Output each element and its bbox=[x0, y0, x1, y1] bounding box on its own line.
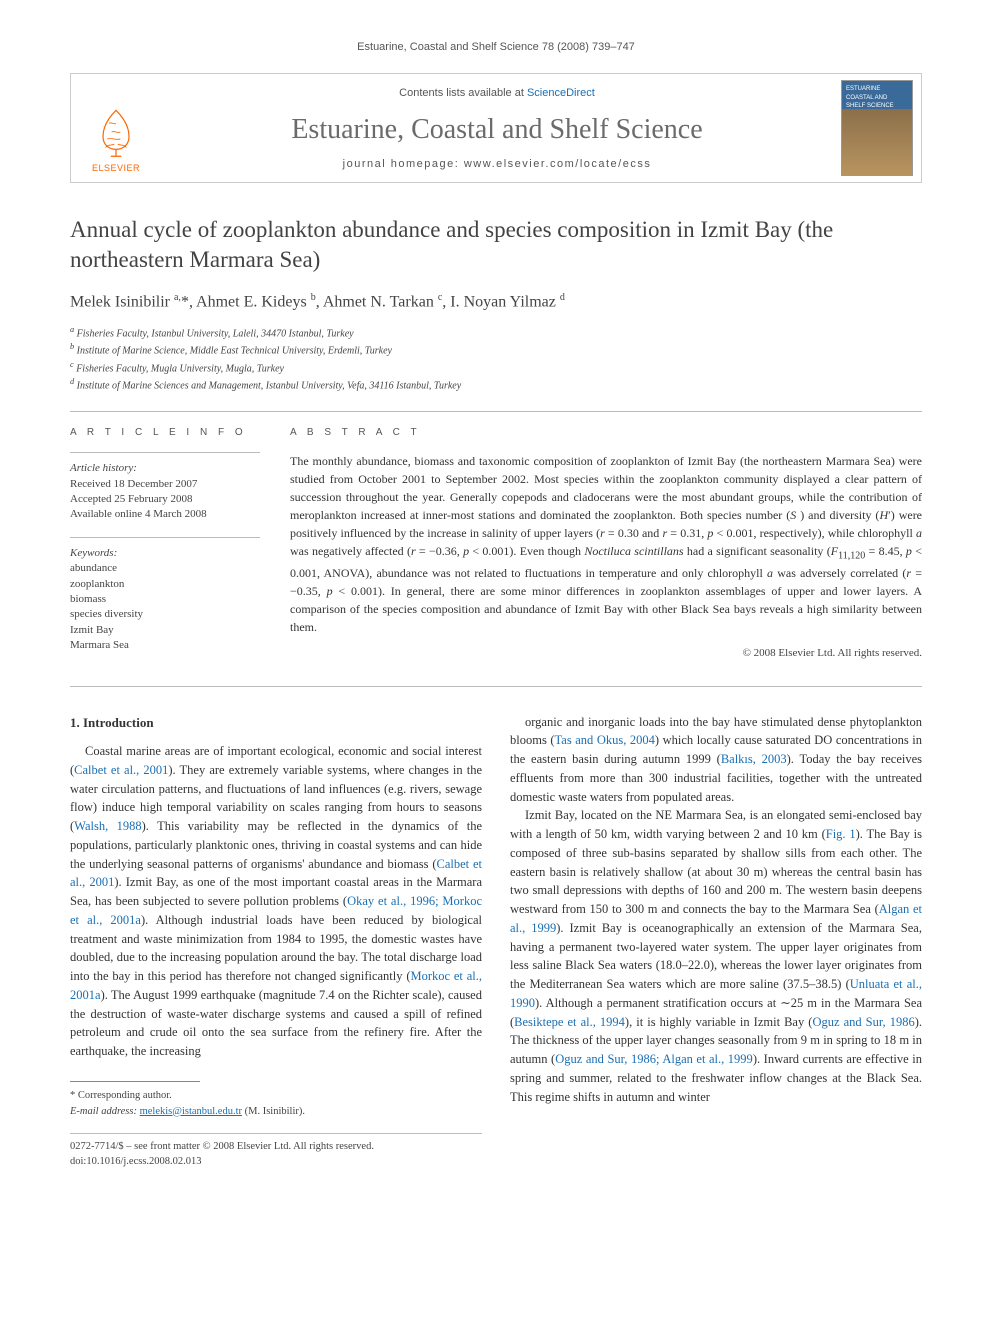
sciencedirect-link[interactable]: ScienceDirect bbox=[527, 87, 595, 99]
history-line: Available online 4 March 2008 bbox=[70, 507, 260, 522]
affiliation: c Fisheries Faculty, Mugla University, M… bbox=[70, 359, 922, 376]
journal-masthead: ELSEVIER Contents lists available at Sci… bbox=[70, 73, 922, 183]
history-label: Article history: bbox=[70, 461, 260, 476]
abstract-copyright: © 2008 Elsevier Ltd. All rights reserved… bbox=[290, 646, 922, 661]
abstract-heading: A B S T R A C T bbox=[290, 426, 922, 440]
article-history: Article history: Received 18 December 20… bbox=[70, 461, 260, 523]
corresponding-email[interactable]: melekis@istanbul.edu.tr bbox=[140, 1106, 242, 1117]
keywords-block: Keywords: abundancezooplanktonbiomassspe… bbox=[70, 546, 260, 654]
history-line: Received 18 December 2007 bbox=[70, 477, 260, 492]
article-info-column: A R T I C L E I N F O Article history: R… bbox=[70, 426, 260, 667]
doi-block: 0272-7714/$ – see front matter © 2008 El… bbox=[70, 1133, 482, 1169]
abstract-column: A B S T R A C T The monthly abundance, b… bbox=[290, 426, 922, 667]
journal-name: Estuarine, Coastal and Shelf Science bbox=[171, 110, 823, 149]
section-heading: 1. Introduction bbox=[70, 713, 482, 733]
info-abstract-row: A R T I C L E I N F O Article history: R… bbox=[70, 412, 922, 685]
footnote-divider bbox=[70, 1081, 200, 1082]
info-rule-2 bbox=[70, 537, 260, 538]
homepage-line: journal homepage: www.elsevier.com/locat… bbox=[171, 157, 823, 172]
article-info-heading: A R T I C L E I N F O bbox=[70, 426, 260, 440]
keyword: abundance bbox=[70, 561, 260, 576]
running-head: Estuarine, Coastal and Shelf Science 78 … bbox=[70, 40, 922, 55]
body-paragraph: Coastal marine areas are of important ec… bbox=[70, 742, 482, 1061]
doi-line: doi:10.1016/j.ecss.2008.02.013 bbox=[70, 1155, 482, 1170]
page: Estuarine, Coastal and Shelf Science 78 … bbox=[0, 0, 992, 1220]
contents-prefix: Contents lists available at bbox=[399, 87, 527, 99]
keyword: biomass bbox=[70, 592, 260, 607]
cover-block: ESTUARINE COASTAL AND SHELF SCIENCE bbox=[833, 74, 921, 182]
body-columns: 1. Introduction Coastal marine areas are… bbox=[70, 713, 922, 1170]
email-label: E-mail address: bbox=[70, 1106, 137, 1117]
contents-line: Contents lists available at ScienceDirec… bbox=[171, 86, 823, 101]
masthead-center: Contents lists available at ScienceDirec… bbox=[161, 74, 833, 182]
corresponding-email-line: E-mail address: melekis@istanbul.edu.tr … bbox=[70, 1104, 482, 1120]
affiliations: a Fisheries Faculty, Istanbul University… bbox=[70, 324, 922, 393]
journal-cover-thumbnail: ESTUARINE COASTAL AND SHELF SCIENCE bbox=[841, 80, 913, 176]
keyword: Marmara Sea bbox=[70, 638, 260, 653]
body-column-left: 1. Introduction Coastal marine areas are… bbox=[70, 713, 482, 1170]
abstract-text: The monthly abundance, biomass and taxon… bbox=[290, 452, 922, 635]
body-paragraph: organic and inorganic loads into the bay… bbox=[510, 713, 922, 807]
keyword: Izmit Bay bbox=[70, 623, 260, 638]
body-column-right: organic and inorganic loads into the bay… bbox=[510, 713, 922, 1170]
affiliation: b Institute of Marine Science, Middle Ea… bbox=[70, 341, 922, 358]
keywords-label: Keywords: bbox=[70, 546, 260, 561]
affiliation: d Institute of Marine Sciences and Manag… bbox=[70, 376, 922, 393]
affiliation: a Fisheries Faculty, Istanbul University… bbox=[70, 324, 922, 341]
authors-line: Melek Isinibilir a,*, Ahmet E. Kideys b,… bbox=[70, 291, 922, 314]
publisher-block: ELSEVIER bbox=[71, 74, 161, 182]
cover-text: ESTUARINE COASTAL AND SHELF SCIENCE bbox=[846, 86, 894, 109]
keyword: zooplankton bbox=[70, 577, 260, 592]
homepage-prefix: journal homepage: bbox=[343, 158, 464, 170]
homepage-url: www.elsevier.com/locate/ecss bbox=[464, 158, 652, 170]
section-number: 1. bbox=[70, 715, 80, 730]
issn-line: 0272-7714/$ – see front matter © 2008 El… bbox=[70, 1140, 482, 1155]
body-paragraph: Izmit Bay, located on the NE Marmara Sea… bbox=[510, 806, 922, 1106]
keyword: species diversity bbox=[70, 607, 260, 622]
rule-bottom bbox=[70, 686, 922, 687]
history-line: Accepted 25 February 2008 bbox=[70, 492, 260, 507]
elsevier-tree-icon bbox=[90, 106, 142, 158]
publisher-label: ELSEVIER bbox=[92, 162, 140, 175]
info-rule-1 bbox=[70, 452, 260, 453]
corresponding-label: * Corresponding author. bbox=[70, 1088, 482, 1104]
article-title: Annual cycle of zooplankton abundance an… bbox=[70, 215, 922, 275]
corresponding-email-author: (M. Isinibilir). bbox=[245, 1106, 305, 1117]
corresponding-author: * Corresponding author. E-mail address: … bbox=[70, 1088, 482, 1120]
section-title: Introduction bbox=[83, 715, 154, 730]
